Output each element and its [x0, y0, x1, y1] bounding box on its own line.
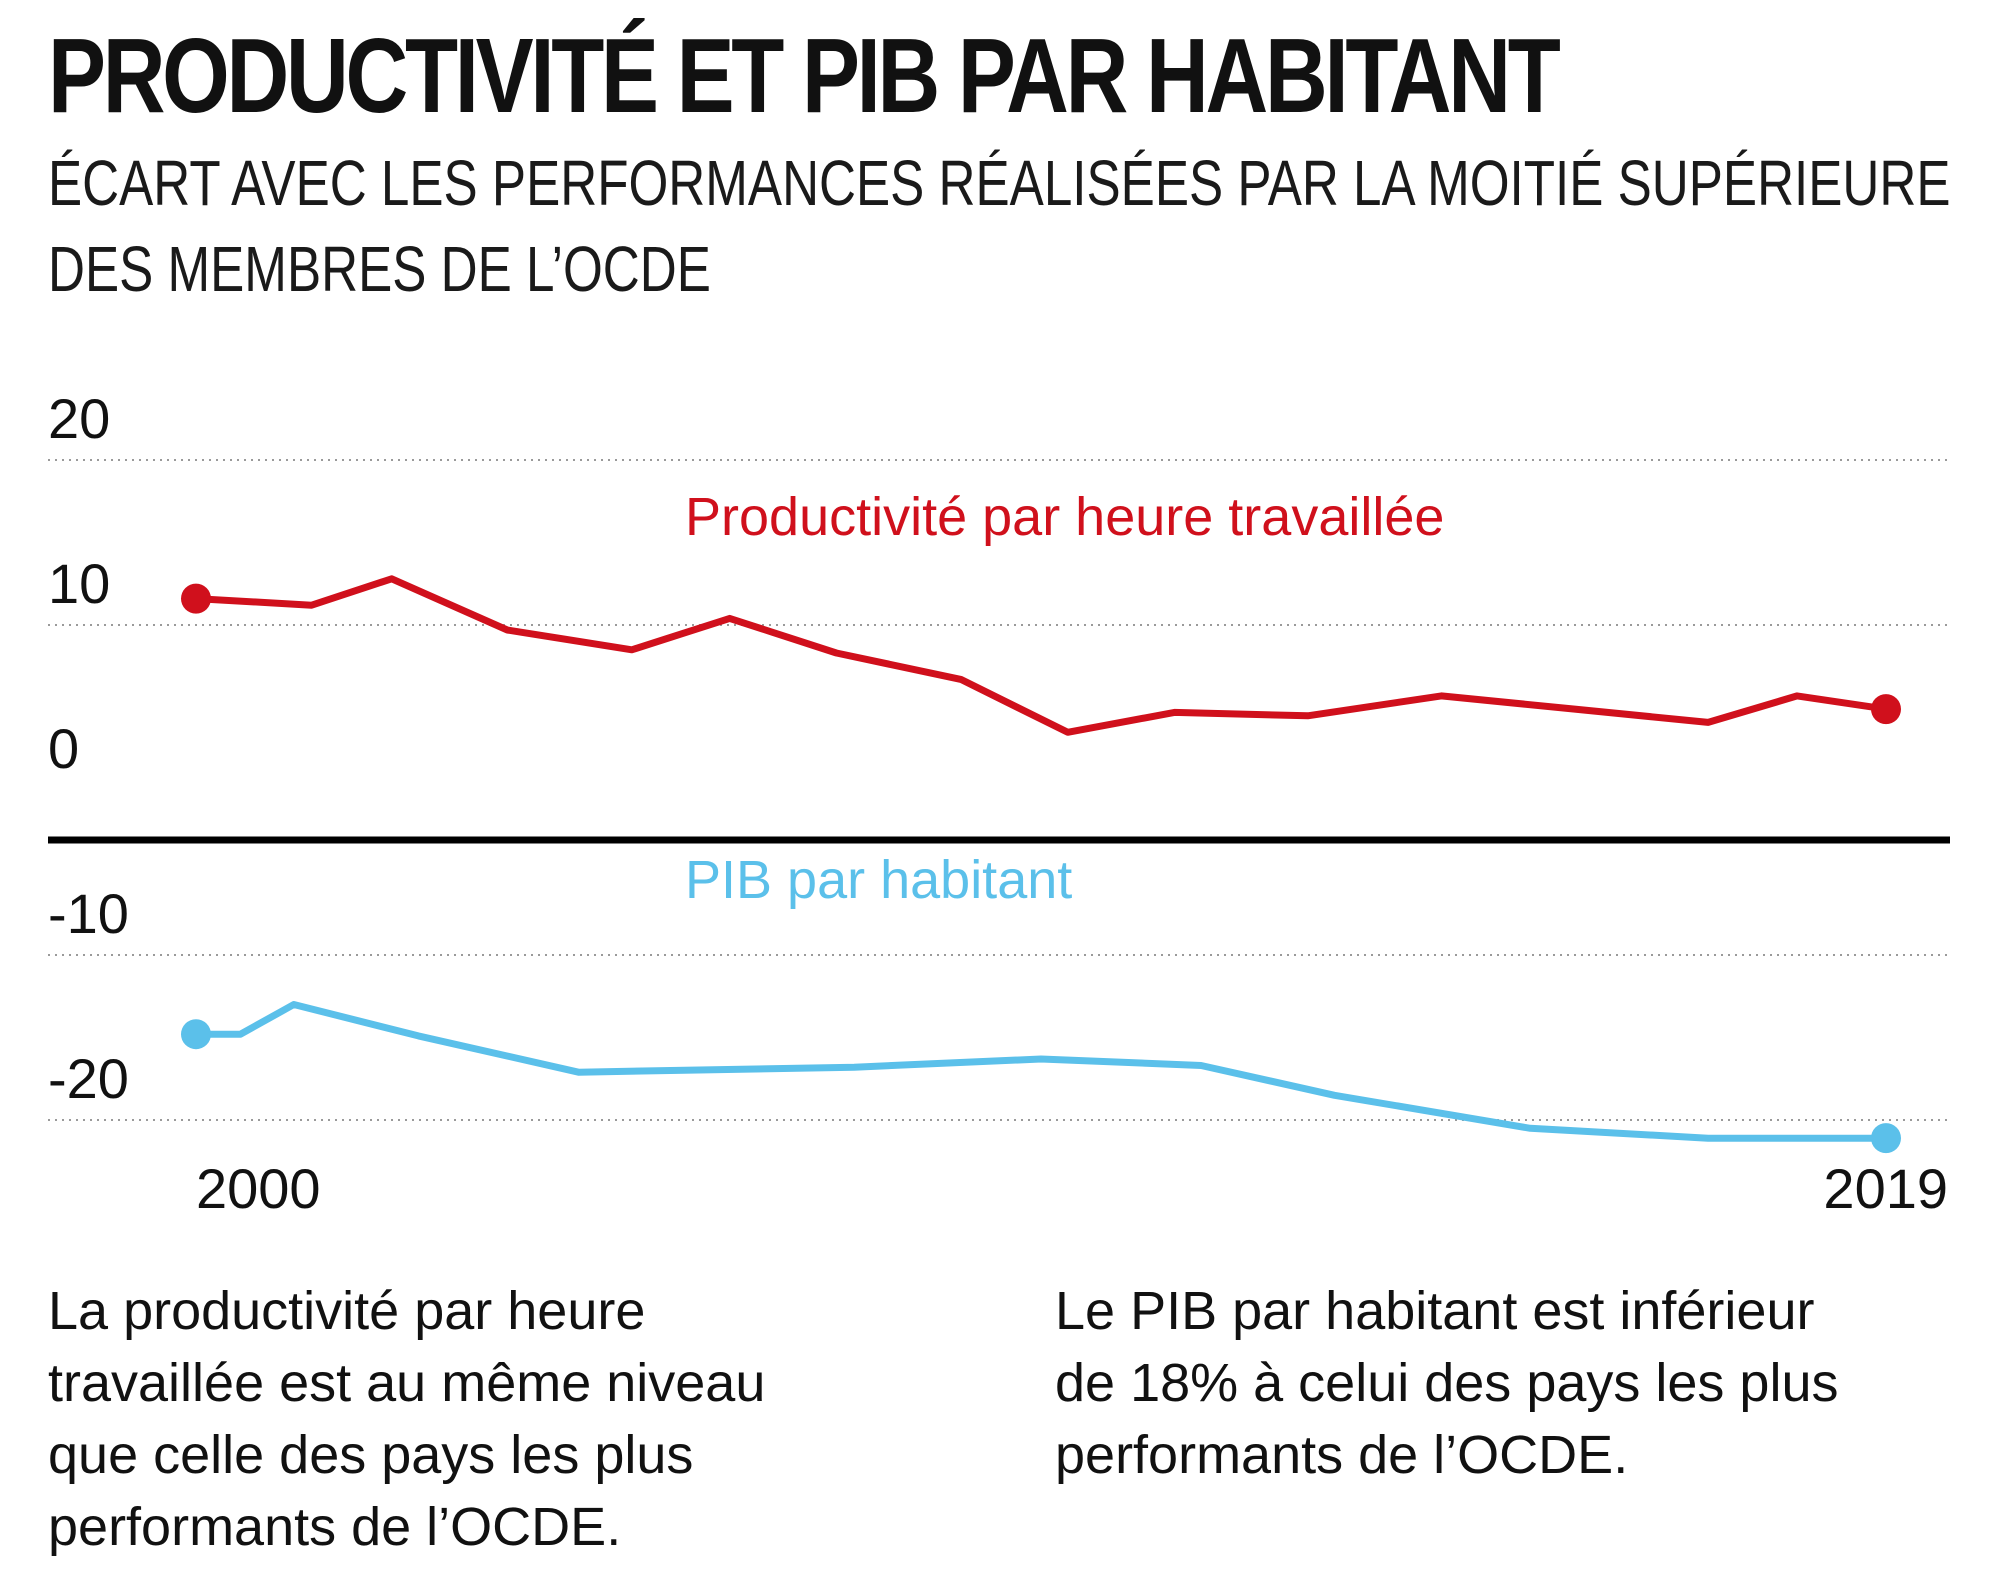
note-right-line: performants de l’OCDE.: [1055, 1425, 1629, 1485]
note-left-line: performants de l’OCDE.: [48, 1497, 622, 1557]
productivity-start-point: [181, 583, 211, 614]
y-tick-label: 10: [48, 552, 110, 615]
productivity-end-point: [1871, 694, 1901, 725]
x-tick-label: 2000: [196, 1157, 321, 1220]
series-labels: Productivité par heure travaillée PIB pa…: [685, 487, 1444, 910]
note-right-line: Le PIB par habitant est inférieur: [1055, 1281, 1815, 1341]
y-tick-label: -20: [48, 1047, 129, 1110]
gdp-end-point: [1871, 1123, 1901, 1154]
note-left-line: travaillée est au même niveau: [48, 1353, 766, 1413]
note-productivity: La productivité par heure travaillée est…: [48, 1275, 948, 1563]
gdp-start-point: [181, 1019, 211, 1050]
series-lines: [181, 575, 1901, 1154]
note-left-line: La productivité par heure: [48, 1281, 646, 1341]
x-tick-labels: 2000 2019: [196, 1157, 1948, 1220]
line-chart: 20 10 0 -10 -20 Productivité par heure trava…: [48, 387, 1950, 1220]
chart-subtitle: ÉCART AVEC LES PERFORMANCES RÉALISÉES PA…: [48, 140, 1951, 312]
series-line-productivity: [192, 575, 1890, 736]
note-left-line: que celle des pays les plus: [48, 1425, 694, 1485]
note-right-line: de 18% à celui des pays les plus: [1055, 1353, 1839, 1413]
grid-lines: [48, 459, 1950, 1121]
y-tick-label: -10: [48, 882, 129, 945]
chart-title: PRODUCTIVITÉ ET PIB PAR HABITANT: [48, 17, 1561, 135]
series-line-gdp: [192, 1001, 1890, 1142]
subtitle-line-1: ÉCART AVEC LES PERFORMANCES RÉALISÉES PA…: [48, 147, 1951, 219]
y-tick-labels: 20 10 0 -10 -20: [48, 387, 129, 1110]
x-tick-label: 2019: [1823, 1157, 1948, 1220]
subtitle-line-2: DES MEMBRES DE L’OCDE: [48, 233, 711, 305]
series-label-productivity: Productivité par heure travaillée: [685, 487, 1444, 547]
y-tick-label: 20: [48, 387, 110, 450]
y-tick-label: 0: [48, 717, 79, 780]
note-gdp: Le PIB par habitant est inférieur de 18%…: [1055, 1275, 1975, 1491]
series-label-gdp: PIB par habitant: [685, 850, 1072, 910]
